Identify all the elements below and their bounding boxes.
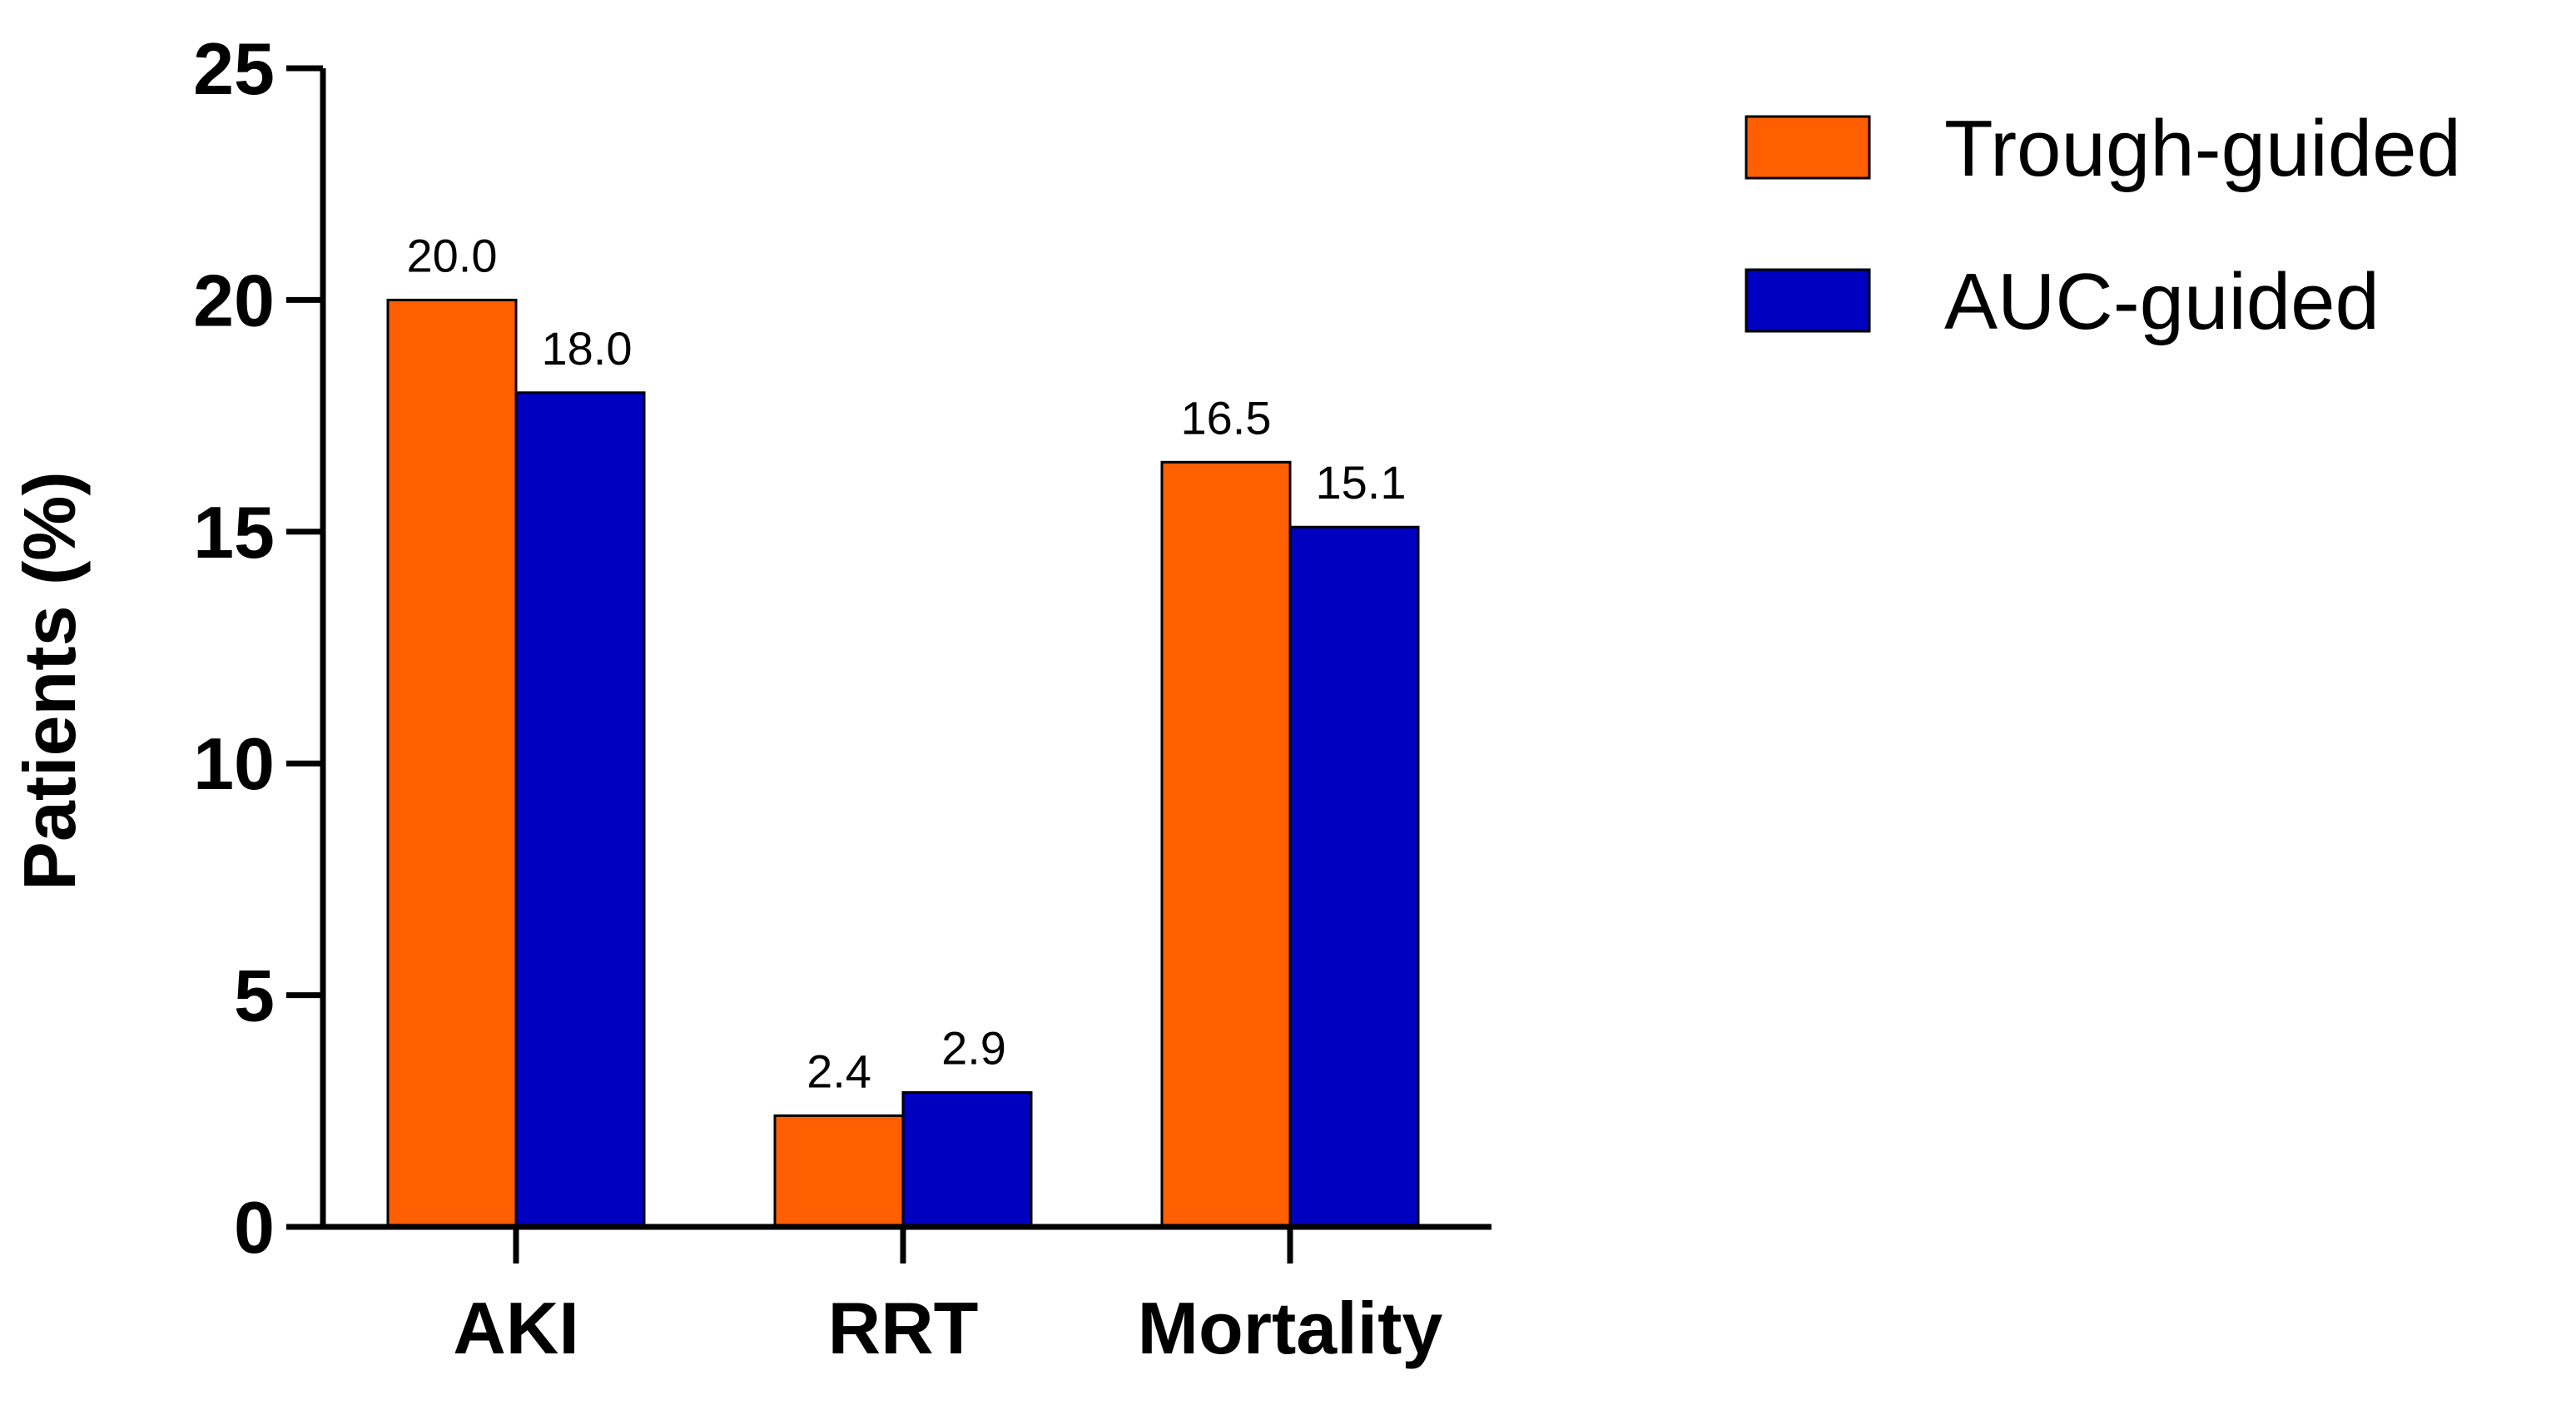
bar-mortality-trough-guided [1160, 460, 1292, 1229]
y-tick-label: 5 [234, 955, 275, 1037]
data-label: 16.5 [1181, 391, 1272, 444]
y-axis-ticks: 0 5 10 15 20 25 [193, 27, 323, 1268]
data-label: 20.0 [407, 229, 498, 281]
x-tick-label: AKI [453, 1287, 579, 1369]
y-tick-label: 0 [234, 1186, 275, 1268]
legend-label: AUC-guided [1944, 257, 2380, 346]
x-tick-label: Mortality [1138, 1287, 1443, 1369]
bar-rrt-auc-guided [901, 1091, 1033, 1229]
legend-label: Trough-guided [1944, 104, 2461, 193]
y-tick-label: 25 [193, 27, 275, 110]
y-axis-title: Patients (%) [8, 471, 91, 891]
legend-swatch [1745, 115, 1871, 180]
y-tick-label: 10 [193, 722, 275, 805]
data-label: 15.1 [1316, 456, 1407, 509]
bar-aki-auc-guided [514, 391, 646, 1229]
legend-swatch [1745, 268, 1871, 333]
x-tick-label: RRT [828, 1287, 979, 1369]
legend: Trough-guided AUC-guided [1745, 104, 2461, 346]
bars [386, 298, 1420, 1229]
data-label: 18.0 [542, 322, 633, 375]
bar-aki-trough-guided [386, 298, 518, 1229]
x-axis-ticks: AKI RRT Mortality [453, 1227, 1442, 1369]
y-tick-label: 20 [193, 259, 275, 341]
y-tick-label: 15 [193, 491, 275, 573]
data-labels: 20.0 18.0 2.4 2.9 16.5 15.1 [407, 229, 1407, 1097]
data-label: 2.9 [941, 1022, 1006, 1075]
data-label: 2.4 [807, 1045, 871, 1097]
bar-rrt-trough-guided [773, 1114, 905, 1229]
bar-mortality-auc-guided [1288, 525, 1420, 1229]
